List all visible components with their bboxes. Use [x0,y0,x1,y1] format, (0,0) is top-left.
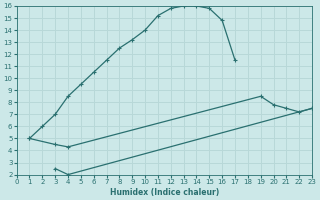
X-axis label: Humidex (Indice chaleur): Humidex (Indice chaleur) [110,188,219,197]
